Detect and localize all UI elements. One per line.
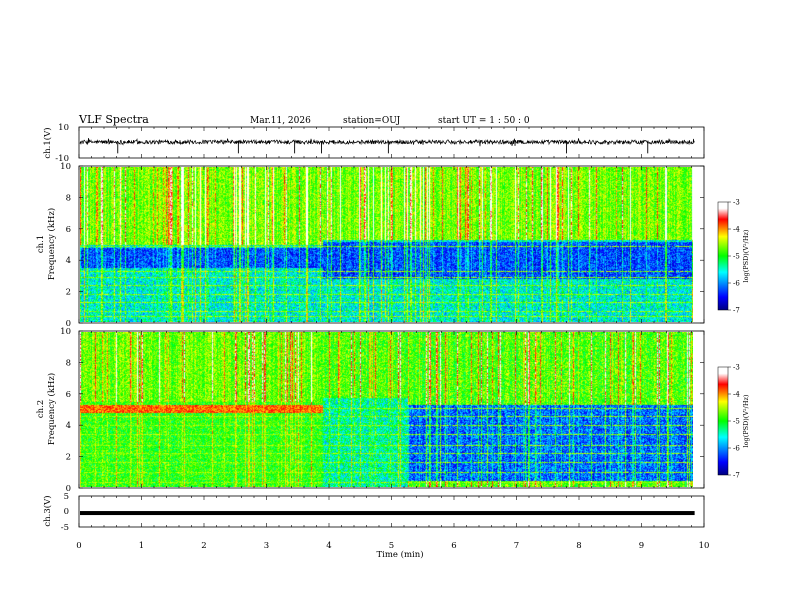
x-tick-label: 9 [639,541,644,551]
figure-title: VLF Spectra [78,113,149,126]
x-tick-label: 6 [451,541,456,551]
colorbar-tick-label: -4 [733,391,740,399]
ch3-ytick-mid: 0 [64,507,69,517]
x-tick-label: 1 [139,541,144,551]
colorbar-tick-label: -4 [733,226,740,234]
freq-tick-label: 0 [66,319,71,329]
colorbar-tick-label: -7 [733,472,740,480]
x-tick-label: 8 [576,541,581,551]
freq-tick-label: 2 [66,288,71,298]
ch1-trace [79,137,695,147]
freq-tick-label: 8 [66,193,71,203]
x-tick-label: 4 [326,541,331,551]
colorbar-tick-label: -7 [733,307,740,315]
ch1-colorbar-label: log(PSD)(V²/Hz) [742,229,750,282]
x-tick-label: 5 [389,541,394,551]
ch2-spec-ylabel-top: ch.2 [36,400,46,418]
x-tick-label: 7 [514,541,519,551]
station-label: station=OUJ [343,116,401,126]
ch1-ytick-top: 10 [58,123,69,133]
freq-tick-label: 6 [66,390,71,400]
x-tick-label: 2 [201,541,206,551]
ch2-colorbar: -3 -4 -5 -6 -7 log(PSD)(V²/Hz) [717,364,750,480]
x-axis-label: Time (min) [376,549,423,560]
colorbar-tick-label: -5 [733,418,740,426]
ch1-ytick-bottom: -10 [55,154,69,164]
start-time-label: start UT = 1 : 50 : 0 [438,116,530,126]
ch1-spec-ylabel-bottom: Frequency (kHz) [46,208,57,280]
ch1-colorbar: -3 -4 -5 -6 -7 log(PSD)(V²/Hz) [717,199,750,315]
ch2-spectrogram-panel: 0 2 4 6 8 10 ch.2 Frequency (kHz) [36,327,705,494]
freq-tick-label: 0 [66,484,71,494]
ch3-trace [80,511,695,516]
ch2-colorbar-label: log(PSD)(V²/Hz) [742,394,750,447]
colorbar-tick-label: -3 [733,364,740,372]
colorbar-tick-label: -6 [733,280,740,288]
ch3-ylabel: ch.3(V) [42,495,53,526]
ch2-spec-ylabel-bottom: Frequency (kHz) [46,373,57,445]
ch1-spec-ylabel-top: ch.1 [36,235,46,253]
freq-tick-label: 10 [60,327,71,337]
colorbar-tick-label: -5 [733,253,740,261]
ch3-ytick-bottom: -5 [61,523,69,533]
freq-tick-label: 4 [66,421,71,431]
ch1-spectrogram-panel: 0 2 4 6 8 10 ch.1 Frequency (kHz) [36,162,705,329]
x-tick-label: 10 [699,541,710,551]
ch3-waveform-panel: 5 0 -5 ch.3(V) [42,492,705,533]
freq-tick-label: 2 [66,453,71,463]
ch3-ytick-top: 5 [64,492,69,502]
freq-tick-label: 6 [66,225,71,235]
x-tick-label: 3 [264,541,269,551]
ch1-ylabel: ch.1(V) [42,127,53,158]
ch1-waveform-panel: 10 -10 ch.1(V) [42,123,705,164]
colorbar-tick-label: -6 [733,445,740,453]
colorbar-tick-label: -3 [733,199,740,207]
freq-tick-label: 4 [66,256,71,266]
freq-tick-label: 10 [60,162,71,172]
date-label: Mar.11, 2026 [250,116,311,126]
x-tick-label: 0 [76,541,81,551]
freq-tick-label: 8 [66,358,71,368]
